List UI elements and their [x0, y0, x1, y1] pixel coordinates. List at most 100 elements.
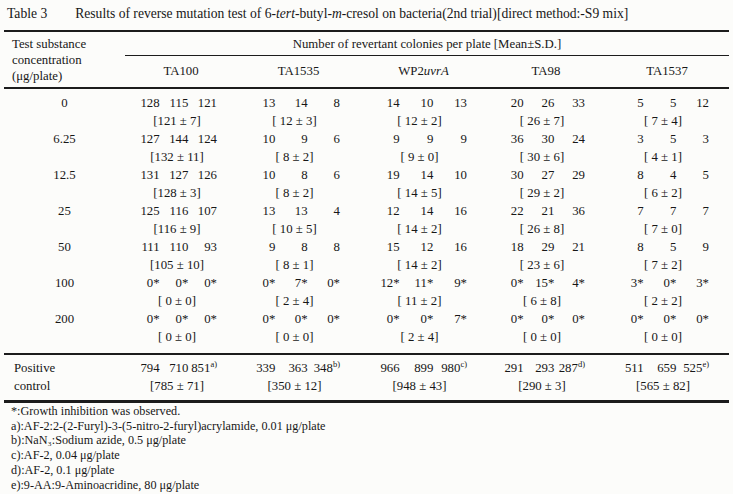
concentration-value: 12.5	[4, 166, 125, 202]
plate-values: 182921	[487, 238, 605, 256]
plate-count-text: 121	[198, 96, 217, 110]
table-row: 2000*0*0*[ 0 ± 0]0*0*0*[ 0 ± 0]0*0*7*[ 2…	[4, 310, 729, 346]
mean-sd-value: [ 11 ± 2]	[360, 292, 487, 310]
plate-values: 0*0*7*	[360, 310, 487, 328]
plate-count: 15	[366, 238, 400, 256]
plate-count: 124	[188, 130, 217, 148]
concentration-value: 25	[4, 202, 125, 238]
plate-count: 5	[644, 130, 677, 148]
strain-cell: 151216[ 14 ± 2]	[360, 238, 487, 274]
strain-cell: 302729[ 29 ± 2]	[487, 166, 605, 202]
strain-cell: 988[ 8 ± 1]	[237, 238, 360, 274]
plate-count: 21	[554, 238, 585, 256]
plate-values: 0*0*0*	[125, 274, 237, 292]
plate-count-text: 14	[421, 168, 434, 182]
plate-count-text: 5	[703, 168, 709, 182]
mean-sd-value: [121 ± 7]	[125, 112, 237, 130]
mean-sd-value: [ 12 ± 3]	[237, 112, 360, 130]
plate-count: 511	[611, 359, 644, 377]
plate-count-text: 0*	[572, 312, 585, 326]
plate-count-text: 14	[387, 96, 400, 110]
plate-count: 0*	[188, 274, 217, 292]
plate-count-text: 22	[511, 204, 524, 218]
plate-values: 0*7*0*	[237, 274, 360, 292]
plate-count: 0*	[131, 310, 160, 328]
plate-count-text: 3*	[696, 276, 709, 290]
plate-count: 33	[554, 94, 585, 112]
plate-count: 111	[131, 238, 160, 256]
strain-header-text: WP2	[398, 64, 424, 78]
plate-count-text: 36	[572, 204, 585, 218]
plate-values: 0*0*0*	[605, 310, 729, 328]
plate-count-text: 0*	[327, 312, 340, 326]
mean-sd-value: [ 7 ± 4]	[605, 112, 729, 130]
plate-count-text: 19	[387, 168, 400, 182]
plate-count-text: 8	[334, 240, 340, 254]
concentration-value: 100	[4, 274, 125, 310]
footnote-marker: a)	[210, 359, 217, 369]
plate-values: 966899980c)	[360, 359, 487, 377]
mean-sd-value: [ 8 ± 2]	[237, 184, 360, 202]
plate-count-text: 13	[263, 204, 276, 218]
plate-count-text: 24	[572, 132, 585, 146]
plate-values: 128115121	[125, 94, 237, 112]
plate-count: 0*	[611, 310, 644, 328]
plate-count-text: 0*	[263, 276, 276, 290]
plate-values: 291293287d)	[487, 359, 605, 377]
plate-values: 3*0*3*	[605, 274, 729, 292]
mean-sd-value: [948 ± 43]	[360, 377, 487, 395]
plate-count: 794	[131, 359, 160, 377]
plate-count-text: 0*	[387, 312, 400, 326]
strain-cell: 0*0*7*[ 2 ± 4]	[360, 310, 487, 346]
plate-count-text: 128	[140, 96, 159, 110]
plate-count-text: 16	[454, 204, 467, 218]
plate-count-text: 12	[421, 240, 434, 254]
table-caption-text: -cresol on bacteria(2nd trial)[direct me…	[342, 6, 629, 21]
plate-count-text: 899	[414, 361, 433, 375]
plate-count-text: 13	[295, 204, 308, 218]
mean-sd-value: [ 8 ± 1]	[237, 256, 360, 274]
strain-cell: 12*11*9*[ 11 ± 2]	[360, 274, 487, 310]
strain-cell: 127144124[132 ± 11]	[125, 130, 237, 166]
concentration-header-line: (μg/plate)	[12, 68, 125, 84]
concentration-value: 200	[4, 310, 125, 346]
plate-count: 93	[188, 238, 217, 256]
mean-sd-value: [ 0 ± 0]	[605, 328, 729, 346]
plate-count-text: 9*	[454, 276, 467, 290]
plate-count-text: 127	[169, 168, 188, 182]
plate-count: 128	[131, 94, 160, 112]
plate-values: 127144124	[125, 130, 237, 148]
table-caption-italic: m	[332, 6, 342, 21]
plate-count: 9	[676, 238, 709, 256]
strain-header-italic: uvrA	[424, 64, 449, 78]
plate-count: 525e)	[676, 359, 709, 377]
plate-count: 8	[308, 94, 340, 112]
plate-count-text: 0*	[696, 312, 709, 326]
strain-cell: 125116107[116 ± 9]	[125, 202, 237, 238]
colonies-header-group: Number of revertant colonies per plate […	[125, 32, 729, 87]
plate-count: 899	[400, 359, 434, 377]
plate-count: 26	[524, 94, 555, 112]
plate-count-text: 4	[334, 204, 340, 218]
plate-count: 22	[493, 202, 524, 220]
plate-values: 1096	[237, 130, 360, 148]
plate-count: 8	[611, 166, 644, 184]
plate-count: 966	[366, 359, 400, 377]
mean-sd-value: [290 ± 3]	[487, 377, 605, 395]
plate-count: 8	[611, 238, 644, 256]
plate-count: 14	[400, 166, 434, 184]
plate-count-text: 111	[141, 240, 159, 254]
plate-count: 0*	[308, 310, 340, 328]
plate-count-text: 511	[625, 361, 644, 375]
plate-count-text: 7*	[295, 276, 308, 290]
plate-count-text: 30	[542, 132, 555, 146]
concentration-value: 50	[4, 238, 125, 274]
plate-count-text: 126	[198, 168, 217, 182]
plate-count: 339	[243, 359, 275, 377]
strain-cell: 191410[ 14 ± 5]	[360, 166, 487, 202]
strain-cell: 0*0*0*[ 0 ± 0]	[487, 310, 605, 346]
plate-count-text: 15*	[535, 276, 554, 290]
plate-count: 0*	[493, 310, 524, 328]
table-body: 0128115121[121 ± 7]13148[ 12 ± 3]141013[…	[4, 89, 729, 353]
plate-values: 777	[605, 202, 729, 220]
